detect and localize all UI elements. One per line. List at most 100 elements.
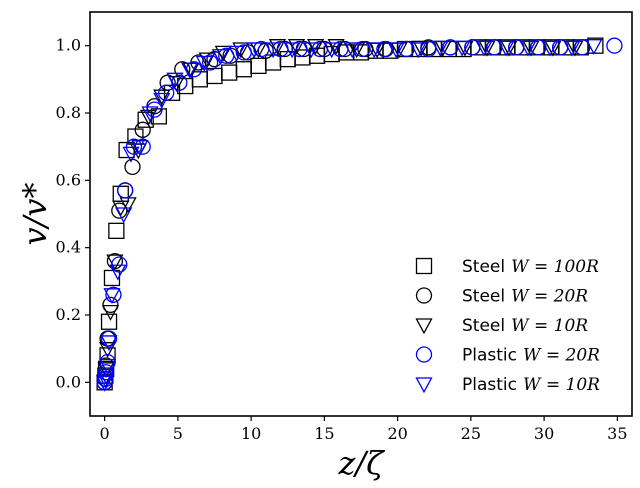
data-point (302, 42, 320, 59)
data-point (115, 207, 133, 224)
data-point (387, 42, 405, 59)
data-point (105, 286, 122, 303)
legend-label-prefix: Plastic (462, 375, 517, 395)
data-point (100, 335, 118, 352)
data-point (327, 39, 345, 55)
data-point (131, 140, 149, 156)
legend-label: Plastic W = 10R (462, 375, 600, 395)
data-point (519, 40, 537, 57)
data-point (323, 42, 341, 59)
y-tick-label: 0.4 (56, 238, 81, 257)
legend-label-math: W = 10R (511, 316, 588, 336)
x-tick-label: 15 (314, 424, 334, 443)
data-point (103, 269, 121, 287)
data-point (185, 61, 203, 78)
data-point (124, 158, 141, 176)
legend-label-math: W = 20R (511, 287, 588, 307)
data-point (96, 372, 114, 389)
data-point (201, 54, 219, 71)
data-point (122, 146, 140, 163)
data-point (475, 40, 493, 57)
data-point (264, 42, 282, 59)
legend-item: Steel W = 10R (415, 316, 588, 336)
series-2 (96, 39, 584, 392)
data-point (100, 313, 118, 330)
data-point (106, 252, 124, 270)
data-point (365, 42, 383, 59)
data-point (453, 40, 471, 57)
data-marks (96, 37, 623, 392)
data-point (606, 37, 623, 54)
legend-label: Steel W = 10R (462, 316, 588, 336)
data-point (206, 67, 223, 85)
y-axis-label: v/v* (16, 183, 54, 246)
x-axis-label: z/ζ (338, 444, 386, 482)
x-tick-label: 35 (607, 424, 627, 443)
legend-label: Steel W = 20R (462, 287, 588, 307)
y-tick-label: 0.6 (56, 170, 81, 189)
data-point (250, 57, 267, 75)
legend-label: Plastic W = 20R (462, 346, 600, 366)
legend-label-math: W = 100R (511, 257, 599, 277)
data-point (98, 358, 117, 375)
x-tick-label: 30 (534, 424, 554, 443)
data-point (420, 40, 437, 58)
data-point (141, 106, 159, 123)
data-point (103, 288, 121, 305)
data-point (306, 39, 325, 55)
x-tick-label: 10 (241, 424, 261, 443)
data-point (111, 256, 128, 273)
series-1 (96, 39, 591, 391)
series-4 (96, 39, 603, 392)
data-point (166, 72, 184, 89)
legend-item: Steel W = 100R (415, 257, 599, 277)
x-tick-label: 5 (173, 424, 183, 443)
data-point (195, 55, 213, 72)
data-point (102, 296, 119, 314)
data-point (245, 42, 263, 59)
data-point (101, 304, 120, 321)
data-point (283, 42, 301, 59)
y-tick-label: 0.8 (56, 103, 81, 122)
legend: Steel W = 100R Steel W = 20R Steel W = 10R Pla… (415, 257, 600, 395)
legend-marker (415, 346, 433, 363)
data-point (227, 45, 246, 62)
data-point (431, 40, 449, 57)
y-tick-label: 0.0 (56, 372, 81, 391)
data-point (96, 375, 114, 392)
data-point (153, 92, 171, 109)
legend-label-math: W = 20R (523, 346, 600, 366)
data-point (98, 342, 117, 358)
data-point (181, 62, 199, 79)
y-tick-label: 1.0 (56, 36, 81, 55)
x-tick-label: 25 (461, 424, 481, 443)
data-point (211, 49, 229, 66)
legend-item: Steel W = 20R (415, 287, 588, 307)
data-point (146, 101, 163, 118)
data-point (221, 64, 238, 81)
legend-item: Plastic W = 20R (415, 346, 600, 366)
data-point (587, 37, 604, 54)
legend-label-prefix: Steel (462, 287, 505, 307)
data-point (412, 40, 430, 57)
data-point (497, 40, 515, 57)
legend-label-prefix: Steel (462, 257, 505, 277)
data-point (153, 89, 171, 106)
data-point (106, 254, 124, 271)
legend-marker (415, 377, 433, 394)
legend-item: Plastic W = 10R (415, 375, 600, 395)
series-3 (96, 37, 623, 391)
legend-marker (415, 257, 433, 275)
y-tick-label: 0.2 (56, 305, 81, 324)
data-point (117, 182, 134, 199)
data-point (343, 42, 361, 59)
data-point (100, 330, 118, 347)
legend-label-math: W = 10R (523, 375, 600, 395)
data-point (235, 61, 252, 78)
data-point (97, 364, 115, 381)
data-point (316, 40, 333, 58)
data-point (585, 39, 603, 55)
data-point (541, 40, 559, 57)
data-point (134, 121, 151, 138)
